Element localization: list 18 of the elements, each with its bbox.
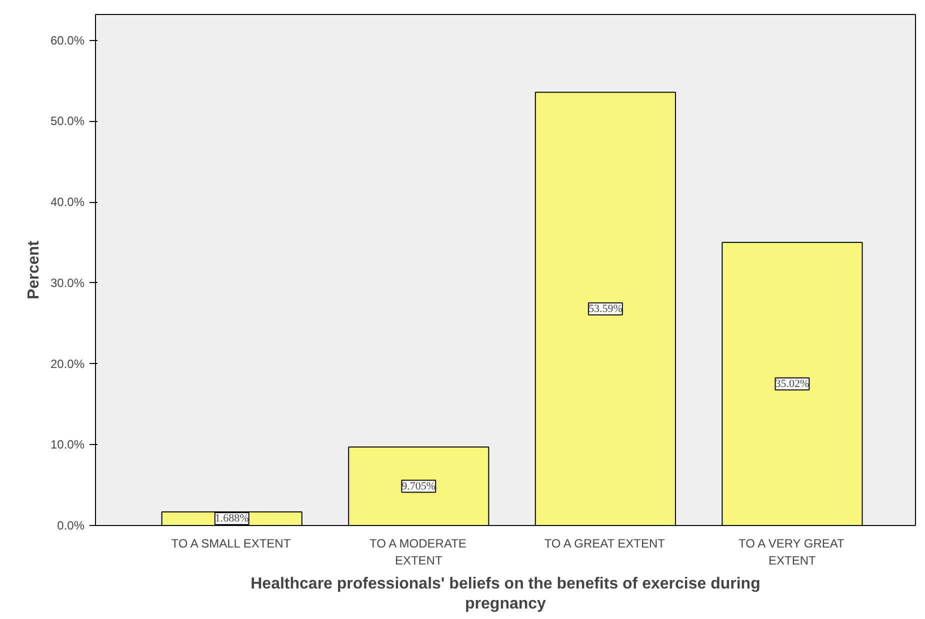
data-label: 1.688%	[214, 512, 249, 525]
y-tick-label: 50.0%	[50, 114, 85, 128]
y-tick-label: 30.0%	[50, 276, 85, 290]
data-label: 53.59%	[588, 302, 622, 315]
x-axis-title: Healthcare professionals' beliefs on the benefits of exercise during pregnancy	[250, 575, 760, 613]
x-tick-label: TO A GREAT EXTENT	[544, 536, 666, 550]
y-tick-label: 20.0%	[50, 356, 85, 371]
y-tick-label: 0.0%	[57, 518, 85, 532]
bar	[722, 242, 863, 526]
y-axis-title: Percent	[25, 240, 42, 300]
x-tick-label: TO A MODERATE EXTENT	[370, 536, 466, 568]
y-tick-label: 10.0%	[50, 438, 85, 452]
y-tick-label: 40.0%	[50, 195, 85, 210]
y-tick-label: 60.0%	[50, 33, 85, 48]
bar	[534, 92, 676, 526]
x-tick-label: TO A SMALL EXTENT	[171, 536, 292, 550]
bar	[348, 446, 490, 526]
x-tick-label: TO A VERY GREAT EXTENT	[738, 536, 846, 568]
